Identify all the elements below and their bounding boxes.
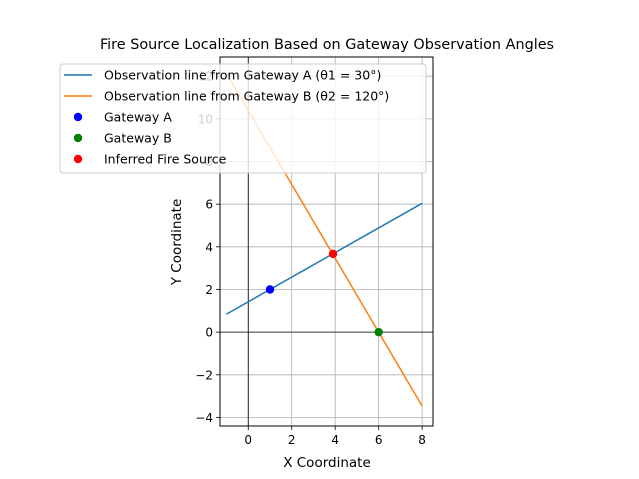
series-line-0 — [226, 202, 423, 315]
y-tick-label: −2 — [195, 368, 213, 382]
scatter-point-2 — [265, 285, 275, 294]
legend-label: Observation line from Gateway A (θ1 = 30… — [104, 68, 381, 83]
legend: Observation line from Gateway A (θ1 = 30… — [59, 63, 427, 174]
scatter-point-4 — [328, 249, 338, 259]
x-tick-label: 4 — [331, 433, 339, 447]
x-tick-label: 6 — [375, 433, 383, 447]
x-axis-ticks: 0 2 4 6 8 — [244, 426, 426, 447]
y-tick-label: 0 — [205, 326, 213, 340]
x-tick-label: 0 — [244, 433, 252, 447]
legend-marker-swatch — [73, 133, 83, 143]
scatter-markers — [265, 249, 383, 337]
x-tick-label: 8 — [418, 433, 426, 447]
y-tick-label: −4 — [195, 411, 213, 425]
x-axis-label: X Coordinate — [283, 455, 371, 471]
legend-label: Inferred Fire Source — [104, 152, 227, 167]
legend-label: Observation line from Gateway B (θ2 = 12… — [104, 89, 389, 104]
chart-title: Fire Source Localization Based on Gatewa… — [100, 37, 554, 53]
plot-frame — [219, 56, 434, 427]
legend-label: Gateway A — [104, 110, 172, 125]
y-axis-label: Y Coordinate — [169, 199, 185, 287]
legend-marker-swatch — [73, 112, 83, 122]
y-tick-label: 4 — [205, 240, 213, 254]
scatter-point-3 — [374, 327, 383, 337]
y-tick-label: 2 — [205, 283, 213, 297]
legend-label: Gateway B — [104, 131, 172, 146]
x-tick-label: 2 — [288, 433, 296, 447]
y-tick-label: 6 — [205, 198, 213, 212]
legend-box — [59, 63, 427, 174]
legend-marker-swatch — [73, 154, 83, 164]
